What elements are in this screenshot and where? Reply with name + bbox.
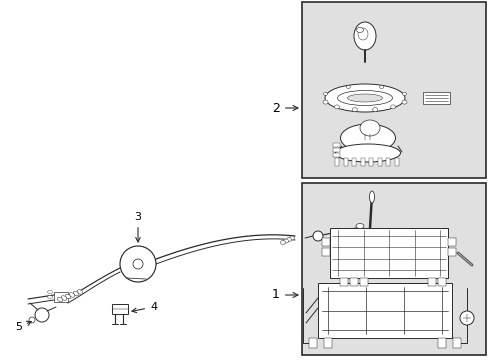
Ellipse shape bbox=[283, 239, 288, 243]
Bar bbox=[359, 278, 367, 286]
Text: 4: 4 bbox=[132, 302, 157, 312]
Ellipse shape bbox=[335, 144, 400, 162]
Ellipse shape bbox=[323, 93, 327, 95]
Ellipse shape bbox=[77, 290, 82, 294]
Text: 2: 2 bbox=[271, 102, 297, 114]
Text: 1: 1 bbox=[271, 288, 297, 302]
Ellipse shape bbox=[57, 297, 62, 302]
Bar bbox=[339, 278, 347, 286]
Bar bbox=[302, 183, 485, 355]
Ellipse shape bbox=[357, 28, 367, 40]
Bar bbox=[437, 338, 445, 348]
Ellipse shape bbox=[47, 296, 52, 298]
Bar bbox=[368, 158, 372, 166]
Circle shape bbox=[29, 317, 35, 323]
Bar bbox=[351, 158, 355, 166]
Bar bbox=[332, 143, 339, 147]
Bar bbox=[437, 278, 445, 286]
Bar bbox=[317, 283, 451, 338]
Bar bbox=[422, 92, 449, 104]
Circle shape bbox=[312, 231, 323, 241]
Bar bbox=[321, 248, 329, 256]
Bar bbox=[394, 158, 398, 166]
Ellipse shape bbox=[347, 94, 382, 102]
Ellipse shape bbox=[352, 108, 357, 112]
Ellipse shape bbox=[334, 105, 339, 109]
Ellipse shape bbox=[47, 291, 52, 293]
Ellipse shape bbox=[356, 27, 363, 32]
Ellipse shape bbox=[340, 124, 395, 152]
Ellipse shape bbox=[325, 84, 404, 112]
Ellipse shape bbox=[402, 93, 406, 95]
Bar bbox=[427, 278, 435, 286]
Bar bbox=[332, 148, 339, 152]
Circle shape bbox=[35, 308, 49, 322]
Ellipse shape bbox=[355, 224, 363, 229]
Ellipse shape bbox=[337, 90, 392, 105]
Bar bbox=[360, 158, 364, 166]
Bar bbox=[308, 338, 316, 348]
Bar bbox=[452, 338, 460, 348]
Bar bbox=[386, 158, 389, 166]
Ellipse shape bbox=[379, 85, 383, 89]
Bar bbox=[112, 304, 128, 314]
Bar bbox=[447, 248, 455, 256]
Bar bbox=[332, 153, 339, 157]
Circle shape bbox=[120, 246, 156, 282]
Ellipse shape bbox=[323, 100, 327, 104]
Ellipse shape bbox=[369, 191, 374, 203]
Ellipse shape bbox=[65, 294, 71, 299]
Bar bbox=[447, 238, 455, 246]
Ellipse shape bbox=[390, 105, 395, 109]
Bar bbox=[302, 2, 485, 178]
Bar bbox=[329, 228, 447, 278]
Bar bbox=[54, 292, 68, 302]
Bar bbox=[334, 158, 338, 166]
Text: 3: 3 bbox=[134, 212, 141, 242]
Ellipse shape bbox=[286, 238, 291, 242]
Bar bbox=[343, 158, 347, 166]
Circle shape bbox=[459, 311, 473, 325]
Bar bbox=[324, 338, 331, 348]
Bar bbox=[321, 238, 329, 246]
Bar bbox=[377, 158, 381, 166]
Ellipse shape bbox=[353, 22, 375, 50]
Text: 5: 5 bbox=[15, 321, 31, 332]
Ellipse shape bbox=[401, 100, 406, 104]
Ellipse shape bbox=[73, 291, 79, 296]
Ellipse shape bbox=[289, 236, 294, 240]
Bar bbox=[349, 278, 357, 286]
Ellipse shape bbox=[280, 240, 285, 244]
Ellipse shape bbox=[372, 108, 377, 112]
Circle shape bbox=[133, 259, 142, 269]
Ellipse shape bbox=[61, 296, 67, 300]
Ellipse shape bbox=[359, 120, 379, 136]
Ellipse shape bbox=[346, 85, 349, 89]
Ellipse shape bbox=[69, 293, 75, 297]
